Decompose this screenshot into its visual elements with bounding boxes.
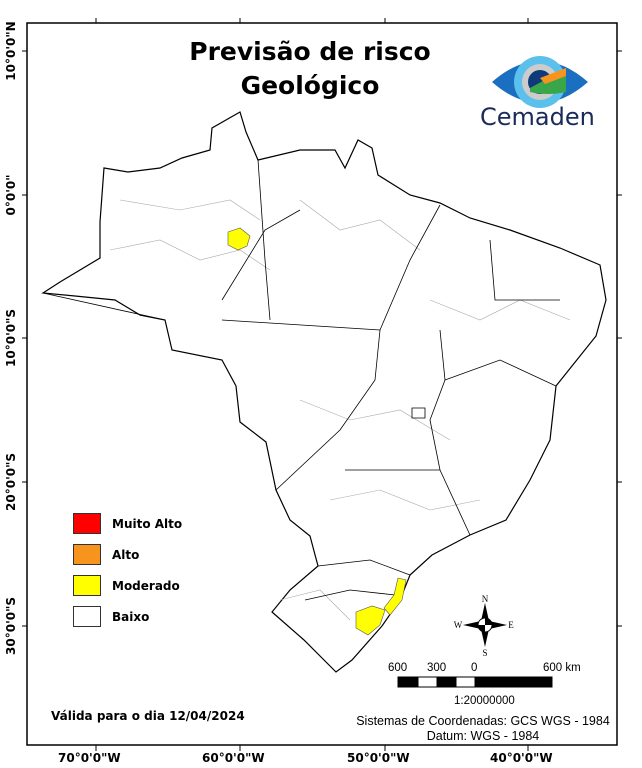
scale-ratio: 1:20000000 [454,695,515,707]
coordinate-system: Sistemas de Coordenadas: GCS WGS - 1984 [356,714,610,728]
risk-areas-moderado [227,227,407,636]
legend-label: Muito Alto [112,516,183,531]
scale-label-600-left: 600 [388,662,408,674]
municipal-boundaries [109,199,571,621]
lat-label-0: 0°0'0" [4,174,18,216]
legend-swatch [73,544,101,565]
lat-label-10n: 10°0'0"N [4,21,18,81]
state-boundaries [42,159,560,601]
compass-s: S [482,648,487,658]
legend-swatch [73,606,101,627]
legend-item-alto: Alto [73,539,182,570]
validity-date: Válida para o dia 12/04/2024 [51,709,245,723]
risk-area-sc [383,577,407,616]
scale-label-600-right: 600 km [543,662,581,674]
scale-label-0: 0 [471,662,478,674]
legend-swatch [73,513,101,534]
scale-bar [397,676,553,688]
compass-n: N [482,594,489,604]
legend-swatch [73,575,101,596]
legend-label: Alto [112,547,140,562]
legend-item-muito-alto: Muito Alto [73,508,182,539]
compass-rose-icon: N S W E [454,594,515,658]
graticule-ticks [22,18,622,751]
lon-label-70w: 70°0'0"W [58,751,121,765]
lon-label-60w: 60°0'0"W [202,751,265,765]
lat-label-10s: 10°0'0"S [4,309,18,367]
legend-item-moderado: Moderado [73,570,182,601]
legend-label: Baixo [112,609,150,624]
compass-e: E [508,620,514,630]
lat-label-20s: 20°0'0"S [4,453,18,511]
legend-label: Moderado [112,578,180,593]
map-title-line2: Geológico [240,71,380,100]
datum: Datum: WGS - 1984 [426,729,540,743]
lon-label-50w: 50°0'0"W [347,751,410,765]
legend-item-baixo: Baixo [73,601,182,632]
logo-emblem [492,56,588,108]
logo-text: Cemaden [480,103,595,131]
lat-label-30s: 30°0'0"S [4,597,18,655]
scale-label-300: 300 [427,662,447,674]
risk-area-amazonas [227,227,251,251]
lon-label-40w: 40°0'0"W [490,751,553,765]
risk-area-rs [355,605,386,636]
legend: Muito Alto Alto Moderado Baixo [73,508,182,632]
compass-w: W [454,620,463,630]
map-title-line1: Previsão de risco [189,37,431,66]
